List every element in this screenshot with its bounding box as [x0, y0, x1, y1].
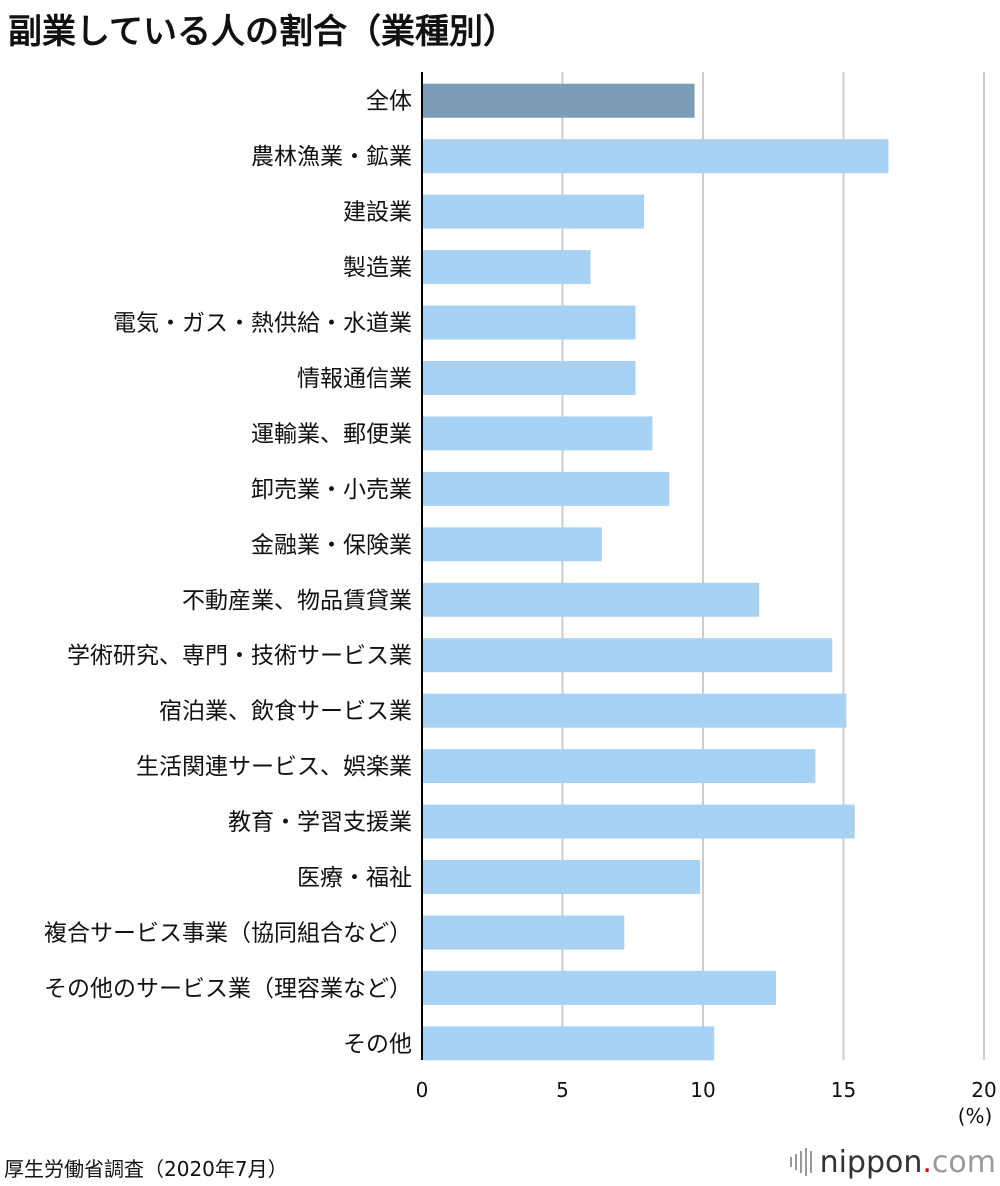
category-label: その他: [343, 1031, 412, 1057]
source-note: 厚生労働省調査（2020年7月）: [4, 1157, 288, 1181]
bar-16: [423, 970, 777, 1005]
category-label: 医療・福祉: [297, 865, 412, 891]
bars: [423, 83, 889, 1061]
bar-8: [423, 527, 602, 562]
category-label: 情報通信業: [297, 366, 412, 392]
category-label: 教育・学習支援業: [228, 810, 412, 836]
x-tick-label: 5: [556, 1078, 569, 1102]
category-labels: 全体農林漁業・鉱業建設業製造業電気・ガス・熱供給・水道業情報通信業運輸業、郵便業…: [44, 89, 412, 1058]
bar-5: [423, 360, 636, 395]
bar-7: [423, 471, 670, 506]
x-tick-label: 0: [416, 1078, 429, 1102]
bar-14: [423, 860, 701, 895]
category-label: 製造業: [343, 255, 412, 281]
bar-4: [423, 305, 636, 340]
category-label: 生活関連サービス、娯楽業: [136, 754, 412, 780]
bar-17: [423, 1026, 715, 1061]
bar-9: [423, 582, 760, 617]
bar-6: [423, 416, 653, 451]
bar-15: [423, 915, 625, 950]
logo-text: nippon.com: [819, 1144, 996, 1180]
category-label: 農林漁業・鉱業: [251, 144, 412, 170]
logo-bars-icon: [789, 1148, 812, 1176]
category-label: 金融業・保険業: [251, 532, 412, 558]
bar-12: [423, 749, 816, 784]
category-label: 複合サービス事業（協同組合など）: [44, 920, 412, 946]
grid-lines: [561, 72, 985, 1060]
bar-10: [423, 638, 833, 673]
category-label: 運輸業、郵便業: [251, 421, 412, 447]
chart-title: 副業している人の割合（業種別）: [8, 12, 517, 52]
nippon-logo: nippon.com: [789, 1140, 996, 1184]
bar-11: [423, 693, 847, 728]
x-axis-ticks: 0 5 10 15 20: [416, 1078, 997, 1102]
category-label: 電気・ガス・熱供給・水道業: [113, 311, 412, 337]
category-label: 卸売業・小売業: [251, 477, 412, 503]
bar-13: [423, 804, 855, 839]
category-label: 全体: [366, 89, 412, 115]
bar-2: [423, 194, 644, 229]
x-tick-label: 20: [971, 1078, 996, 1102]
bar-3: [423, 250, 591, 285]
category-label: 宿泊業、飲食サービス業: [159, 699, 412, 725]
category-label: その他のサービス業（理容業など）: [44, 976, 412, 1002]
category-label: 学術研究、専門・技術サービス業: [67, 643, 412, 669]
x-tick-label: 10: [690, 1078, 715, 1102]
category-label: 不動産業、物品賃貸業: [182, 588, 412, 614]
bar-0: [423, 83, 695, 118]
x-tick-label: 15: [831, 1078, 856, 1102]
x-axis-unit-label: (%): [958, 1104, 993, 1128]
category-label: 建設業: [343, 200, 412, 226]
bar-1: [423, 139, 889, 174]
